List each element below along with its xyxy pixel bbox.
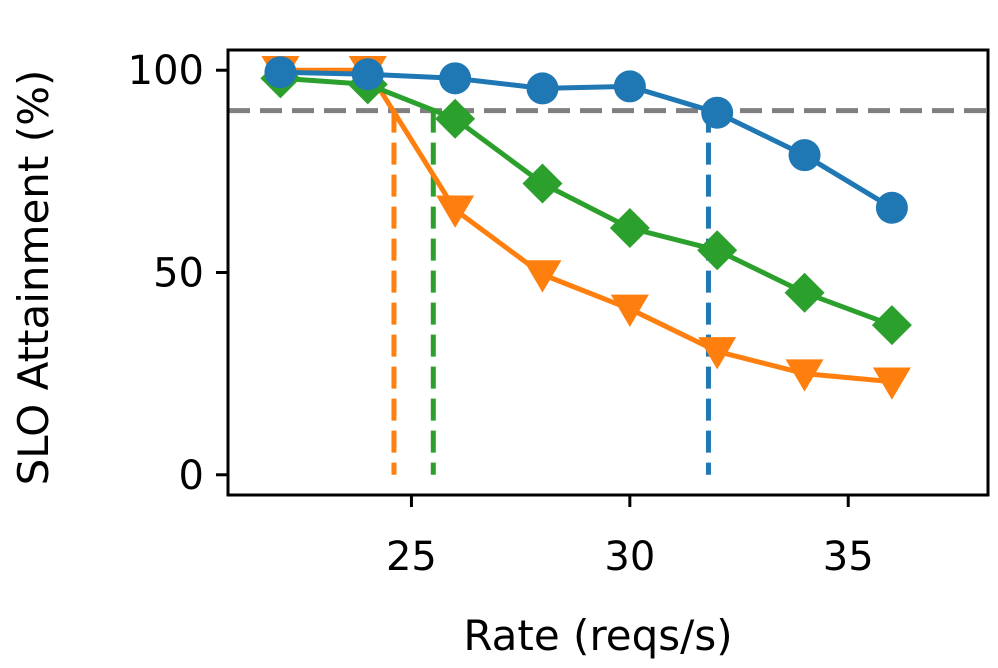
orange-series-line — [280, 67, 893, 385]
orange-series-point — [872, 367, 911, 400]
orange-series-point — [523, 260, 562, 293]
x-tick-label: 35 — [823, 534, 874, 580]
blue-series-point — [613, 70, 646, 103]
y-axis-label: SLO Attainment (%) — [9, 70, 58, 486]
orange-series-point — [785, 359, 824, 392]
orange-series-point — [436, 195, 475, 228]
green-series-point — [435, 98, 476, 139]
blue-series-point — [351, 58, 384, 91]
y-tick-label: 0 — [179, 453, 204, 499]
plot-frame — [226, 48, 990, 497]
blue-series-point — [264, 56, 297, 89]
blue-series-point — [526, 72, 559, 105]
y-tick-label: 100 — [128, 48, 204, 94]
orange-series-point — [698, 337, 737, 370]
green-series-point — [697, 230, 738, 271]
x-tick-label: 30 — [604, 534, 655, 580]
green-series-line — [280, 75, 893, 328]
y-tick-label: 50 — [153, 251, 204, 297]
chart-marks — [229, 55, 987, 475]
x-axis-label: Rate (reqs/s) — [463, 611, 732, 660]
green-series-point — [784, 272, 825, 313]
blue-series-point — [875, 191, 908, 224]
x-tick-label: 25 — [386, 534, 437, 580]
axis-ticks: 25 30 35 0 50 100 — [128, 48, 874, 580]
green-series-point — [871, 305, 912, 346]
orange-series-point — [610, 294, 649, 327]
blue-series-point — [439, 62, 472, 95]
blue-series-point — [701, 96, 734, 129]
green-series-point — [609, 208, 650, 248]
green-series-point — [522, 163, 563, 204]
blue-series-point — [788, 139, 821, 172]
